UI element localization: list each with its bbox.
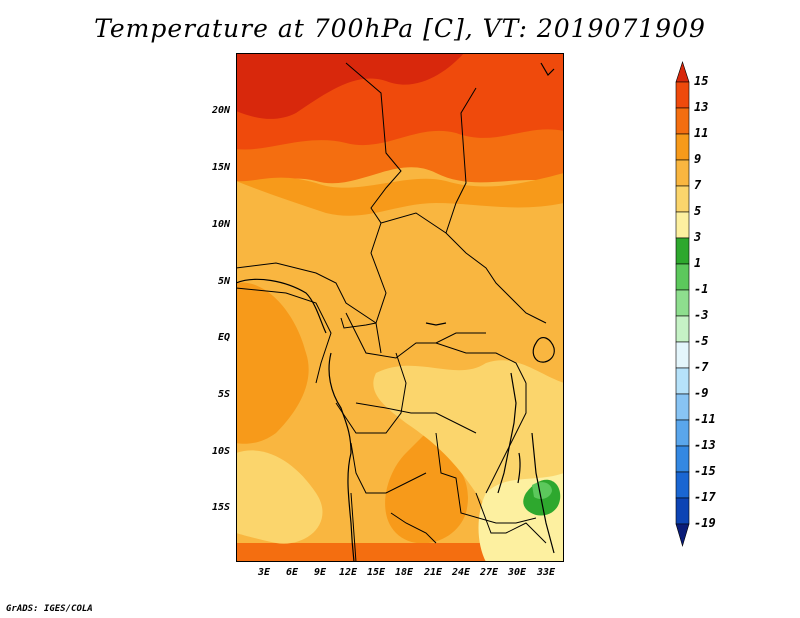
band-9-south	[385, 433, 468, 544]
lon-label: 33E	[536, 567, 556, 578]
colorbar-label: -1	[694, 282, 709, 296]
colorbar-label: -9	[694, 386, 709, 400]
colorbar-swatch	[675, 185, 690, 213]
lon-label: 24E	[451, 567, 471, 578]
colorbar-label: -7	[694, 360, 709, 374]
colorbar-swatch	[675, 341, 690, 369]
lat-label: EQ	[217, 332, 230, 343]
band-minus1	[532, 482, 552, 499]
colorbar-label: 11	[694, 126, 709, 140]
colorbar-swatch	[675, 289, 690, 317]
lon-label: 3E	[257, 567, 271, 578]
lon-label: 30E	[507, 567, 527, 578]
colorbar-swatch	[675, 107, 690, 135]
lat-label: 15S	[211, 502, 230, 513]
colorbar-label: -15	[694, 464, 716, 478]
band-9-west	[236, 282, 309, 444]
colorbar-label: 15	[694, 74, 709, 88]
colorbar-label: -11	[694, 412, 716, 426]
colorbar-swatch	[675, 263, 690, 291]
band-5-west	[236, 450, 323, 544]
lon-label: 21E	[423, 567, 443, 578]
colorbar-swatch	[675, 159, 690, 187]
lat-label: 5S	[217, 389, 230, 400]
temperature-map	[236, 53, 564, 562]
lat-label: 10S	[211, 446, 230, 457]
colorbar-label: -19	[694, 516, 716, 530]
colorbar-swatch	[675, 471, 690, 499]
lon-label: 15E	[366, 567, 386, 578]
lat-label: 20N	[211, 105, 230, 116]
coastline	[236, 62, 555, 562]
colorbar-label: 3	[694, 230, 702, 244]
colorbar-swatch	[675, 393, 690, 421]
colorbar-label: 5	[694, 204, 702, 218]
colorbar-swatch	[675, 367, 690, 395]
colorbar-swatch	[675, 61, 690, 83]
band-9-north	[236, 173, 564, 216]
country-borders	[236, 62, 547, 562]
lon-label: 9E	[313, 567, 327, 578]
colorbar-swatch	[675, 133, 690, 161]
colorbar-label: 1	[694, 256, 702, 270]
warm-band-15	[236, 53, 464, 119]
lat-label: 5N	[217, 276, 230, 287]
colorbar-label: 7	[694, 178, 702, 192]
colorbar-label: -5	[694, 334, 709, 348]
colorbar-label: 9	[694, 152, 702, 166]
lon-label: 27E	[479, 567, 499, 578]
colorbar-swatch	[675, 211, 690, 239]
map-title: Temperature at 700hPa [C], VT: 201907190…	[94, 14, 706, 43]
colorbar-swatch	[675, 81, 690, 109]
lat-label: 10N	[211, 219, 230, 230]
colorbar-swatch	[675, 237, 690, 265]
colorbar-label: -3	[694, 308, 709, 322]
map-frame	[236, 53, 564, 562]
lon-label: 6E	[285, 567, 299, 578]
colorbar-swatch	[675, 315, 690, 343]
lon-label: 12E	[338, 567, 358, 578]
lon-label: 18E	[394, 567, 414, 578]
colorbar-label: -13	[694, 438, 716, 452]
colorbar-swatch	[675, 523, 690, 548]
colorbar-swatch	[675, 419, 690, 447]
credit-text: GrADS: IGES/COLA	[6, 604, 93, 614]
colorbar-swatch	[675, 497, 690, 525]
lat-label: 15N	[211, 162, 230, 173]
colorbar-label: 13	[694, 100, 709, 114]
colorbar-swatch	[675, 445, 690, 473]
colorbar-label: -17	[694, 490, 716, 504]
